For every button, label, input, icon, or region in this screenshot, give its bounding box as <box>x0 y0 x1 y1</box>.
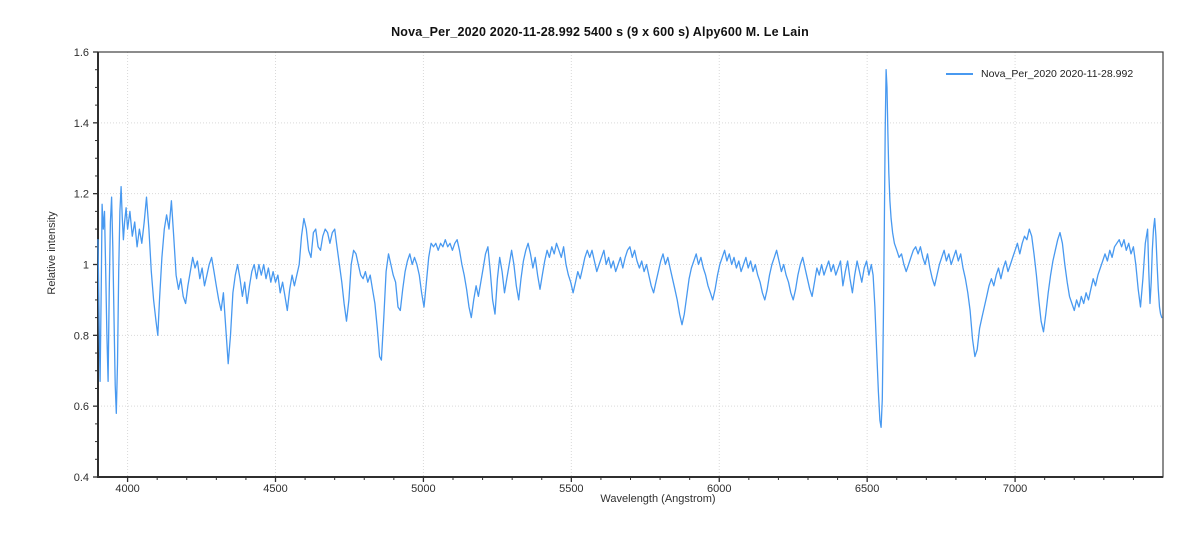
svg-text:0.4: 0.4 <box>74 472 89 484</box>
legend-series-label: Nova_Per_2020 2020-11-28.992 <box>981 68 1134 80</box>
svg-text:6500: 6500 <box>855 483 879 495</box>
svg-text:6000: 6000 <box>707 483 731 495</box>
legend: Nova_Per_2020 2020-11-28.992 <box>946 68 1133 80</box>
svg-text:4500: 4500 <box>263 483 287 495</box>
svg-text:0.6: 0.6 <box>74 401 89 413</box>
svg-text:5500: 5500 <box>559 483 583 495</box>
svg-text:7000: 7000 <box>1003 483 1027 495</box>
svg-text:1.2: 1.2 <box>74 189 89 201</box>
svg-text:1.4: 1.4 <box>74 118 89 130</box>
svg-text:1.6: 1.6 <box>74 47 89 59</box>
svg-text:1: 1 <box>83 260 89 272</box>
x-axis-title: Wavelength (Angstrom) <box>600 493 716 505</box>
svg-text:5000: 5000 <box>411 483 435 495</box>
legend-line-sample <box>946 73 973 75</box>
chart-title: Nova_Per_2020 2020-11-28.992 5400 s (9 x… <box>391 25 809 39</box>
svg-text:0.8: 0.8 <box>74 330 89 342</box>
svg-text:4000: 4000 <box>115 483 139 495</box>
